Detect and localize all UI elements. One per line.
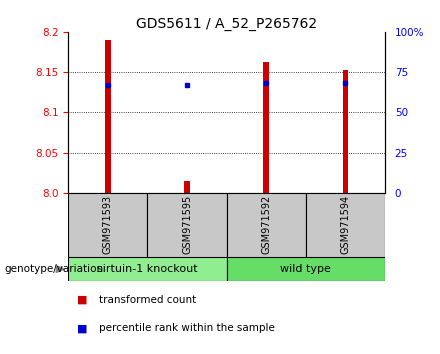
Text: percentile rank within the sample: percentile rank within the sample bbox=[99, 323, 275, 333]
Bar bbox=[68, 193, 147, 257]
Text: GSM971594: GSM971594 bbox=[341, 195, 350, 255]
Bar bbox=[105, 40, 110, 193]
Bar bbox=[306, 193, 385, 257]
Bar bbox=[227, 257, 385, 281]
Text: sirtuin-1 knockout: sirtuin-1 knockout bbox=[97, 264, 198, 274]
Text: GSM971595: GSM971595 bbox=[182, 195, 192, 255]
Text: genotype/variation: genotype/variation bbox=[4, 264, 103, 274]
Bar bbox=[68, 257, 227, 281]
Text: GSM971593: GSM971593 bbox=[103, 195, 113, 255]
Title: GDS5611 / A_52_P265762: GDS5611 / A_52_P265762 bbox=[136, 17, 317, 31]
Bar bbox=[227, 193, 306, 257]
Bar bbox=[184, 181, 190, 193]
Bar bbox=[264, 62, 269, 193]
Bar bbox=[343, 70, 348, 193]
Text: GSM971592: GSM971592 bbox=[261, 195, 271, 255]
Text: transformed count: transformed count bbox=[99, 295, 196, 305]
Text: wild type: wild type bbox=[280, 264, 331, 274]
Text: ■: ■ bbox=[77, 295, 88, 305]
Text: ■: ■ bbox=[77, 323, 88, 333]
Bar bbox=[147, 193, 227, 257]
